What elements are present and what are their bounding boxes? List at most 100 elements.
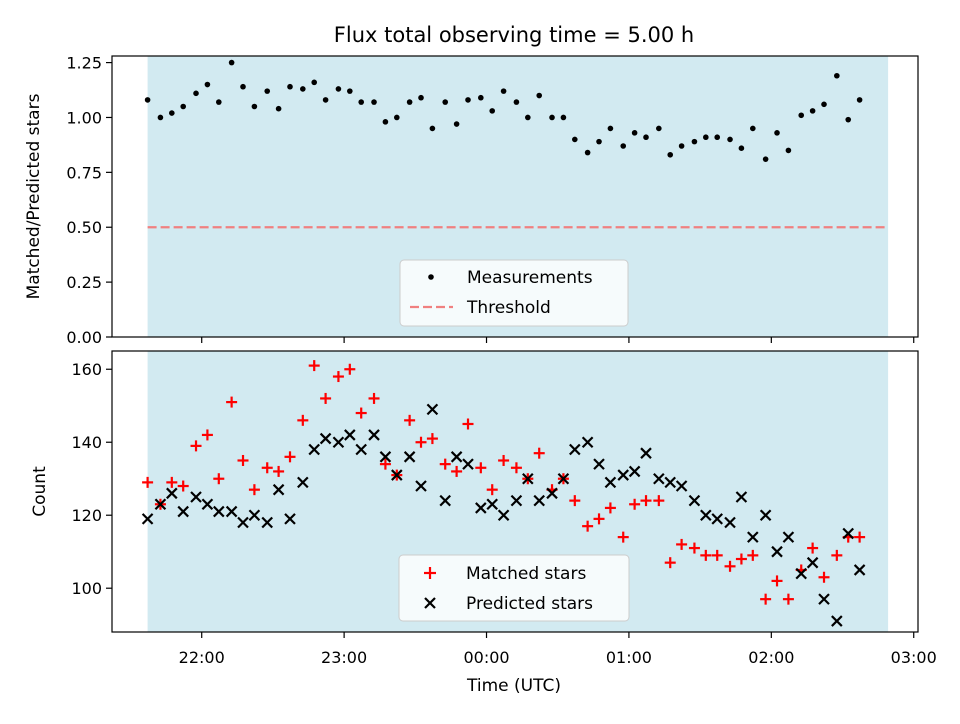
matched-star-point bbox=[190, 440, 202, 452]
matched-star-point bbox=[735, 553, 747, 565]
matched-star-point bbox=[771, 575, 783, 587]
matched-star-point bbox=[273, 465, 285, 477]
measurement-point bbox=[785, 147, 792, 154]
matched-star-point bbox=[593, 513, 605, 525]
bottom-y-axis-label: Count bbox=[30, 466, 50, 517]
measurement-point bbox=[193, 90, 199, 97]
x-tick-label: 01:00 bbox=[606, 648, 652, 667]
matched-star-point bbox=[854, 531, 866, 543]
predicted-star-point bbox=[284, 513, 296, 525]
predicted-star-point bbox=[510, 494, 523, 507]
measurement-point bbox=[536, 92, 543, 99]
matched-star-point bbox=[475, 462, 487, 474]
measurement-point bbox=[371, 99, 377, 105]
matched-star-point bbox=[676, 538, 688, 550]
measurement-point bbox=[264, 88, 271, 94]
predicted-star-point bbox=[475, 502, 487, 514]
measurement-point bbox=[228, 59, 235, 66]
measurement-point bbox=[418, 94, 424, 101]
legend-measurements-label: Measurements bbox=[467, 268, 593, 288]
bottom-x-ticks: 22:00 23:00 00:00 01:00 02:00 03:00 bbox=[179, 632, 937, 667]
predicted-star-point bbox=[332, 436, 345, 449]
count-points bbox=[141, 360, 866, 627]
top-ytick-label: 1.00 bbox=[66, 108, 102, 127]
x-tick-label: 00:00 bbox=[463, 648, 509, 667]
measurement-point bbox=[774, 130, 780, 136]
measurement-points bbox=[144, 59, 863, 162]
matched-star-point bbox=[664, 557, 676, 569]
measurement-point bbox=[322, 97, 329, 103]
measurement-point bbox=[845, 116, 852, 123]
measurement-point bbox=[714, 134, 721, 141]
predicted-star-point bbox=[486, 498, 498, 511]
measurement-point bbox=[631, 130, 638, 136]
measurement-point bbox=[572, 136, 578, 143]
predicted-star-point bbox=[261, 516, 273, 529]
matched-star-point bbox=[818, 571, 830, 583]
predicted-star-point bbox=[604, 476, 617, 489]
measurement-point bbox=[169, 110, 175, 116]
measurement-point bbox=[727, 136, 733, 143]
bottom-ytick-label: 100 bbox=[71, 579, 102, 598]
top-ytick-label: 0.25 bbox=[66, 273, 102, 292]
bottom-ytick-label: 120 bbox=[71, 506, 102, 525]
matched-star-point bbox=[415, 436, 427, 448]
measurement-point bbox=[287, 83, 293, 90]
matched-star-point bbox=[439, 458, 451, 470]
matched-star-point bbox=[355, 407, 367, 419]
matched-star-point bbox=[451, 465, 463, 477]
matched-star-point bbox=[462, 418, 474, 430]
x-tick-label: 02:00 bbox=[748, 648, 794, 667]
predicted-star-point bbox=[640, 447, 652, 459]
predicted-star-point bbox=[557, 472, 570, 485]
x-tick-label: 03:00 bbox=[891, 648, 937, 667]
legend-matched-marker bbox=[424, 567, 436, 579]
x-axis-label: Time (UTC) bbox=[466, 676, 561, 696]
predicted-star-point bbox=[272, 483, 285, 496]
bottom-ytick-label: 140 bbox=[71, 433, 102, 452]
predicted-star-point bbox=[379, 451, 392, 463]
measurement-point bbox=[429, 125, 436, 132]
measurement-point bbox=[513, 99, 520, 105]
legend-predicted-marker bbox=[424, 597, 436, 609]
matched-star-point bbox=[213, 473, 225, 485]
predicted-star-point bbox=[297, 476, 309, 489]
predicted-star-point bbox=[450, 451, 463, 463]
matched-star-point bbox=[404, 414, 416, 426]
predicted-star-point bbox=[225, 505, 238, 518]
matched-star-point bbox=[510, 462, 522, 474]
measurement-point bbox=[549, 114, 555, 121]
measurement-point bbox=[525, 114, 531, 121]
predicted-star-point bbox=[426, 403, 439, 416]
matched-star-point bbox=[332, 371, 344, 383]
measurement-point bbox=[821, 101, 827, 108]
predicted-star-point bbox=[213, 505, 225, 518]
matched-star-point bbox=[177, 480, 189, 492]
matched-star-point bbox=[831, 549, 843, 561]
top-y-axis-label: Matched/Predicted stars bbox=[24, 93, 44, 299]
bottom-y-ticks: 100 120 140 160 bbox=[71, 360, 112, 598]
predicted-star-point bbox=[735, 491, 748, 503]
matched-star-point bbox=[582, 520, 594, 532]
matched-star-point bbox=[261, 462, 273, 474]
measurement-point bbox=[643, 134, 649, 141]
measurement-point bbox=[465, 97, 471, 103]
matched-star-point bbox=[807, 542, 819, 554]
measurement-point bbox=[406, 99, 413, 105]
predicted-star-point bbox=[141, 513, 154, 525]
matched-star-point bbox=[760, 593, 772, 605]
predicted-star-point bbox=[653, 472, 665, 485]
bottom-legend: Matched stars Predicted stars bbox=[398, 554, 630, 622]
predicted-star-point bbox=[759, 509, 772, 521]
measurement-point bbox=[750, 125, 756, 132]
measurement-point bbox=[656, 125, 662, 132]
measurement-point bbox=[394, 114, 400, 121]
measurement-point bbox=[300, 86, 306, 92]
predicted-star-point bbox=[795, 567, 808, 580]
predicted-star-point bbox=[177, 505, 189, 518]
top-legend: Measurements Threshold bbox=[399, 259, 629, 327]
matched-star-point bbox=[629, 498, 641, 510]
matched-star-point bbox=[486, 484, 498, 496]
predicted-star-point bbox=[368, 429, 380, 441]
measurement-point bbox=[240, 83, 246, 90]
